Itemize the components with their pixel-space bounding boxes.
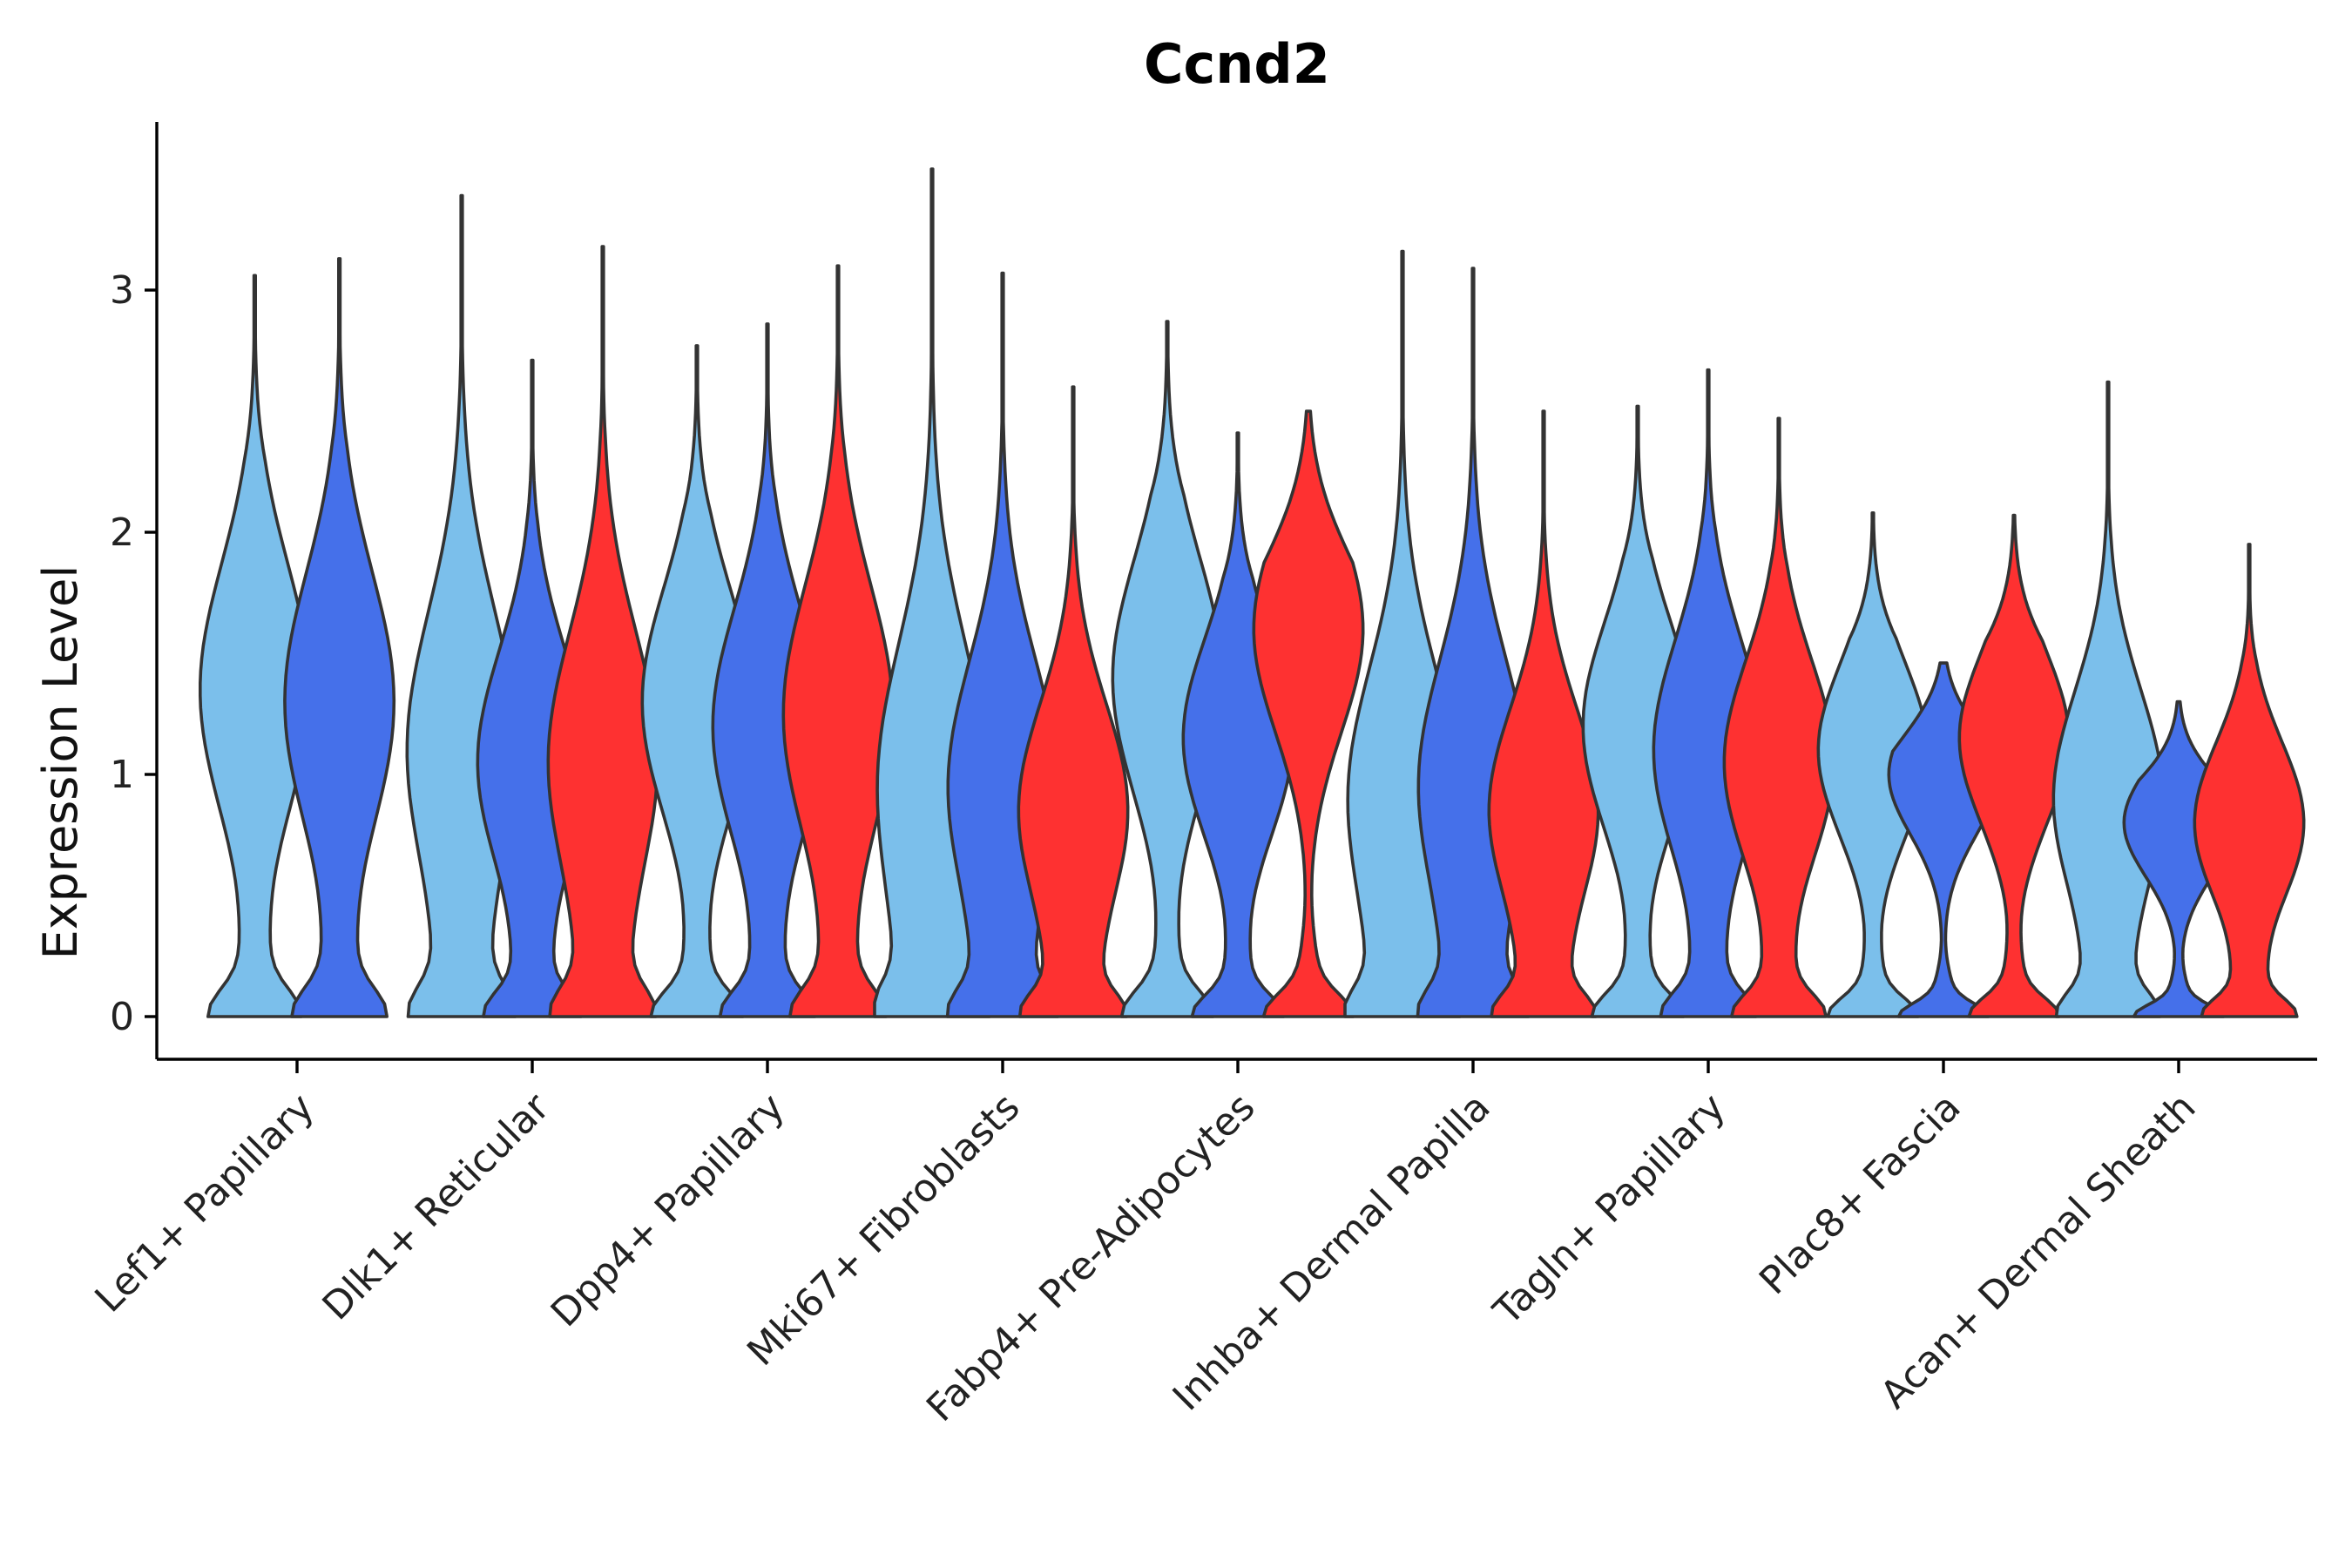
- violin-7-0: [1816, 511, 1930, 1018]
- violin-8-0: [2051, 380, 2165, 1018]
- y-tick-label: 0: [110, 995, 134, 1039]
- violin-3-2: [1017, 385, 1130, 1018]
- y-tick-label: 2: [110, 510, 134, 555]
- violin-7-2: [1957, 513, 2071, 1018]
- violin-5-2: [1487, 409, 1600, 1018]
- chart-title: Ccnd2: [1144, 32, 1330, 96]
- violin-4-2: [1252, 409, 1365, 1018]
- x-tick-label: Plac8+ Fascia: [1751, 1085, 1970, 1303]
- violin-6-2: [1722, 416, 1835, 1018]
- violin-layer: [199, 167, 2306, 1018]
- violin-4-1: [1181, 431, 1294, 1018]
- y-axis-label: Expression Level: [33, 565, 88, 960]
- violin-2-2: [781, 264, 895, 1018]
- x-tick-label: Tagln+ Papillary: [1484, 1085, 1734, 1334]
- violin-0-1: [283, 257, 396, 1018]
- violin-8-2: [2193, 543, 2306, 1018]
- y-tick-label: 1: [110, 753, 134, 797]
- y-tick-label: 3: [110, 268, 134, 313]
- x-tick-label: Dlk1+ Reticular: [314, 1085, 559, 1329]
- x-tick-label: Dpp4+ Papillary: [543, 1085, 794, 1335]
- x-tick-label: Lef1+ Papillary: [86, 1085, 322, 1321]
- violin-1-0: [405, 193, 518, 1018]
- y-ticks: 0 1 2 3: [110, 268, 157, 1039]
- violin-1-2: [546, 245, 659, 1018]
